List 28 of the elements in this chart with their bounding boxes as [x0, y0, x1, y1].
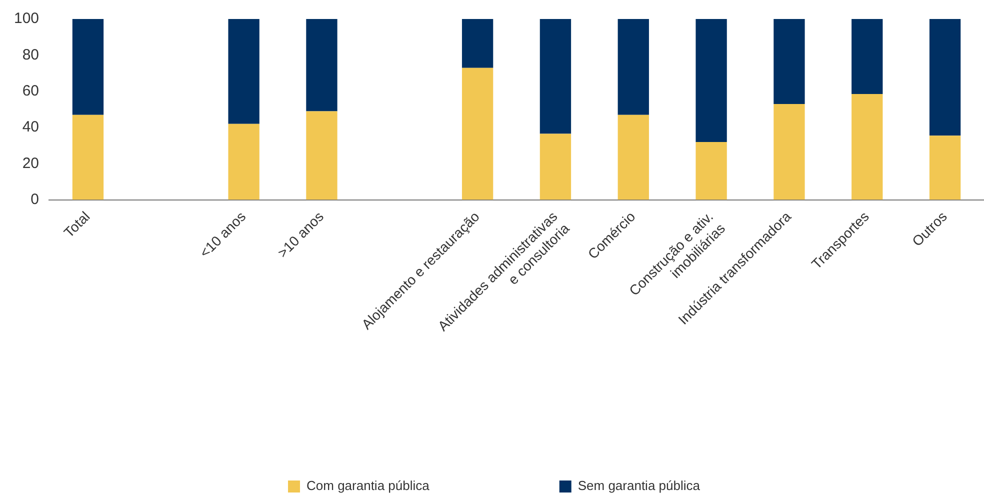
bar — [540, 134, 572, 200]
bar — [696, 142, 727, 200]
y-tick-label: 0 — [30, 190, 40, 208]
bar — [774, 19, 805, 104]
bar — [228, 124, 260, 200]
y-tick-label: 40 — [22, 118, 40, 136]
y-tick-label: 60 — [22, 82, 40, 100]
bar — [72, 19, 104, 115]
bar — [618, 19, 649, 115]
bar — [774, 104, 805, 200]
bar — [462, 19, 494, 68]
legend-label: Sem garantia pública — [578, 478, 701, 494]
bar — [462, 68, 494, 200]
bar — [228, 19, 260, 124]
bar — [306, 111, 338, 200]
legend-label: Com garantia pública — [306, 478, 430, 494]
bar — [540, 19, 572, 134]
bar — [929, 136, 961, 200]
y-tick-label: 80 — [22, 46, 40, 64]
bar — [306, 19, 338, 112]
bar — [696, 19, 727, 142]
y-tick-label: 100 — [14, 10, 40, 28]
bar — [618, 114, 649, 200]
y-tick-label: 20 — [22, 154, 40, 172]
bar — [72, 114, 104, 200]
bar — [852, 19, 883, 94]
bar — [852, 94, 883, 200]
bar — [929, 19, 961, 136]
